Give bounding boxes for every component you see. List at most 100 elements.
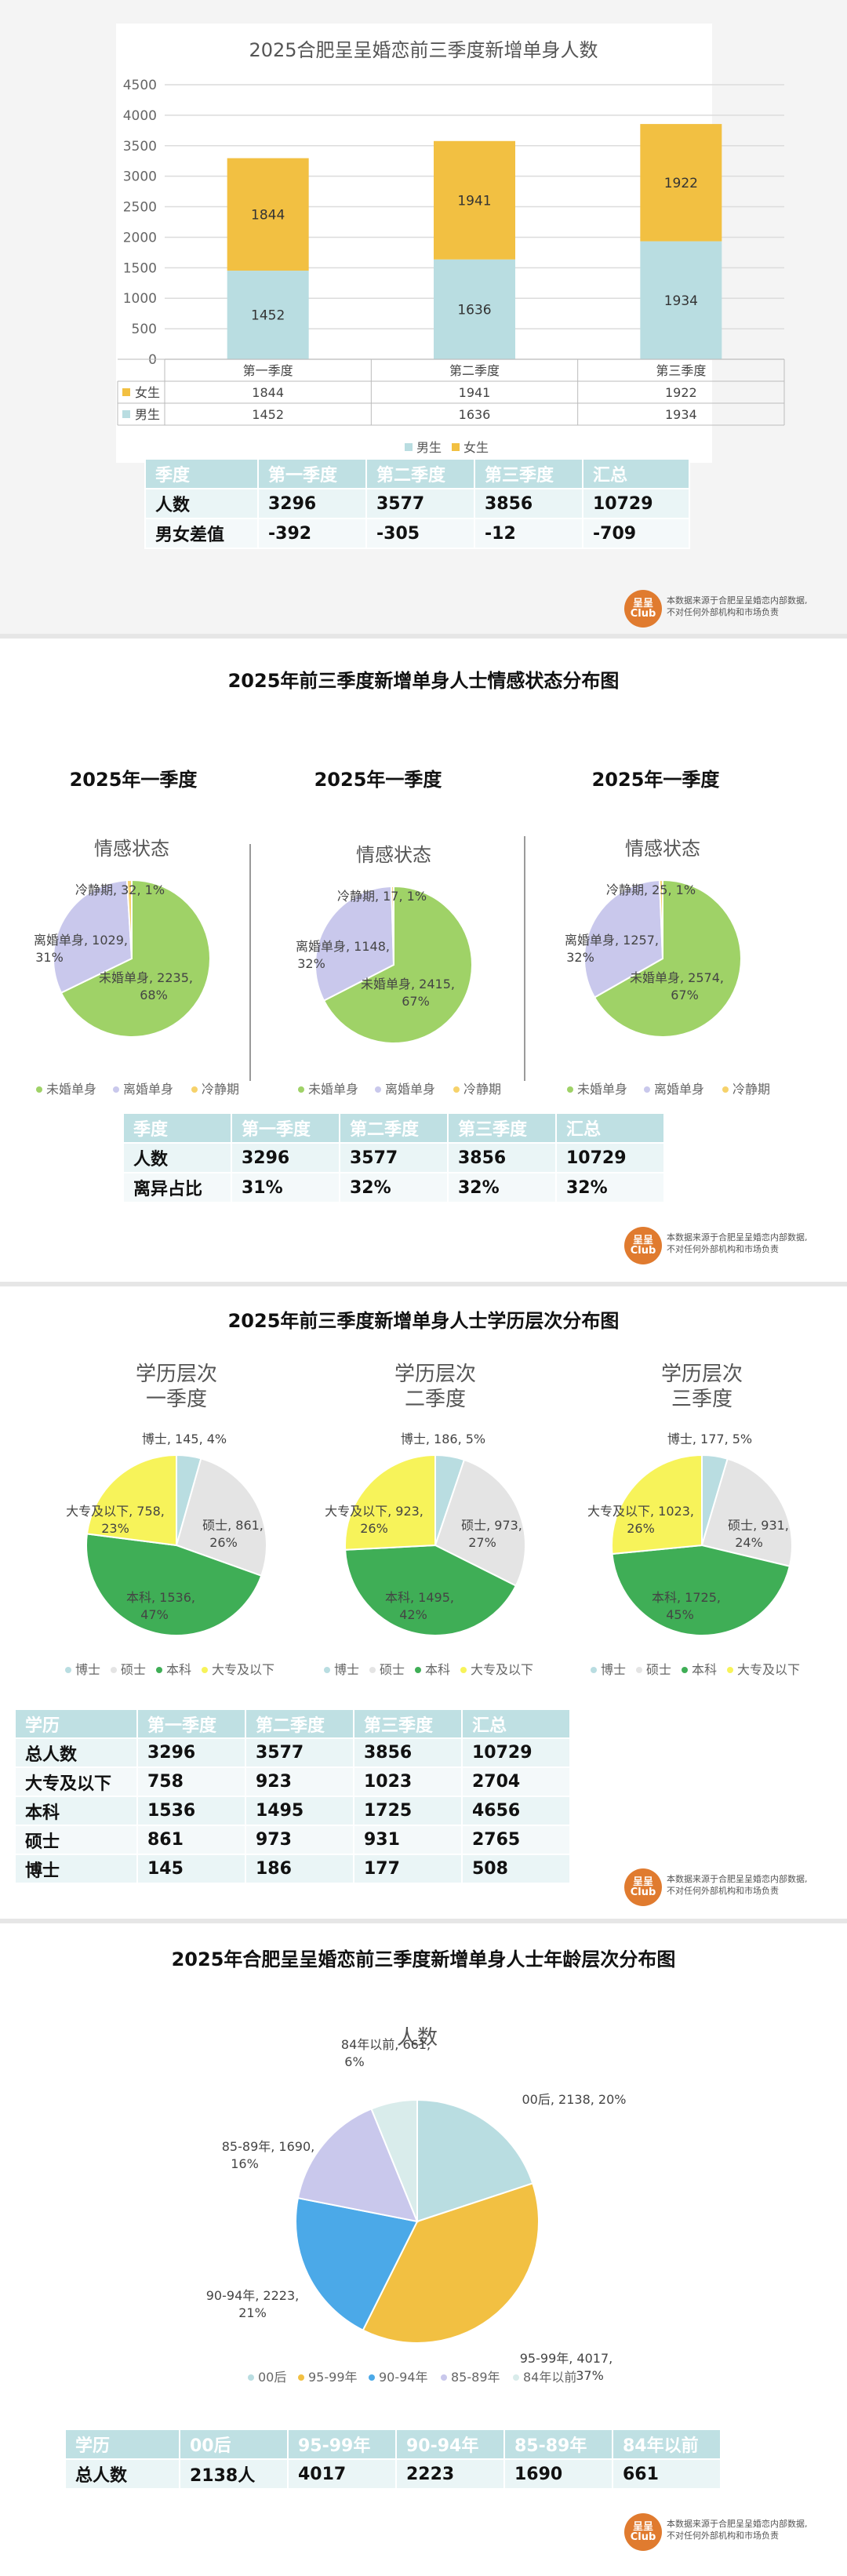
pie-title: 情感状态 [94,838,169,860]
legend-dot [248,2374,254,2381]
pie-data-label: 本科, 1725, 45% [652,1590,721,1622]
table-row: 本科 1536 1495 1725 4656 [14,1796,571,1826]
table-cell: -392 [257,518,367,549]
legend-dot [441,2374,447,2381]
source-note: 本数据来源于合肥呈呈婚恋内部数据, 不对任何外部机构和市场负责 [667,595,808,617]
chart-panel [116,24,712,463]
x-category-label: 第二季度 [449,363,500,378]
table-cell: 2138人 [179,2458,289,2490]
table-row-label: 女生 [135,385,160,400]
legend-swatch [122,410,130,418]
pie-data-label: 大专及以下, 923, 26% [325,1504,424,1536]
legend-dot [513,2374,519,2381]
divider-line [524,836,525,1081]
pie-data-label: 博士, 145, 4% [142,1432,227,1446]
table-cell: 1941 [459,385,491,400]
table-cell: 硕士 [14,1825,138,1855]
pie-slice [175,1457,267,1577]
pie-data-label: 博士, 177, 5% [667,1432,752,1446]
y-tick-label: 2500 [123,200,157,216]
pie-data-label: 90-94年, 2223, 21% [206,2288,299,2320]
table-header-cell: 学历 [64,2429,180,2460]
table-cell: 1725 [353,1796,463,1826]
legend-dot [113,1086,119,1093]
bar-segment [434,140,515,260]
table-row: 人数 3296 3577 3856 10729 [122,1142,665,1173]
table-cell: 3856 [474,488,583,519]
club-logo-icon: 呈呈 Club [624,1868,662,1906]
table-cell: -12 [474,518,583,549]
legend-dot [298,1086,304,1093]
legend-label: 90-94年 [379,2370,428,2385]
section-divider [0,1282,847,1286]
pie-data-label: 未婚单身, 2415, 67% [361,977,455,1009]
table-cell: 人数 [122,1142,232,1173]
table-cell: 31% [231,1172,340,1203]
legend-dot [644,1086,650,1093]
pie-data-label: 大专及以下, 1023, 26% [587,1504,694,1536]
legend-dot [202,1667,208,1673]
legend-swatch [405,443,413,451]
y-tick-label: 3000 [123,169,157,185]
table-cell: 3577 [365,488,475,519]
table-header-cell: 季度 [144,458,259,489]
source-note: 本数据来源于合肥呈呈婚恋内部数据, 不对任何外部机构和市场负责 [667,1232,808,1254]
table-header-row: 季度 第一季度 第二季度 第三季度 汇总 [144,458,690,489]
table-row: 男女差值 -392 -305 -12 -709 [144,518,690,549]
table-cell: 508 [461,1854,571,1884]
legend-dot [156,1667,162,1673]
table-cell: 177 [353,1854,463,1884]
legend-label: 冷静期 [732,1082,770,1097]
legend-label: 离婚单身 [123,1082,173,1097]
pie-data-label: 未婚单身, 2574, 67% [630,970,724,1002]
bar-data-label: 1941 [457,193,491,209]
table-cell: 3856 [447,1142,557,1173]
table-row: 博士 145 186 177 508 [14,1854,571,1884]
legend-label: 未婚单身 [308,1082,358,1097]
legend-dot [636,1667,642,1673]
legend-label: 离婚单身 [654,1082,704,1097]
legend-label: 本科 [166,1662,191,1677]
pie-slice [53,879,133,994]
chart-title: 2025合肥呈呈婚恋前三季度新增单身人数 [249,39,598,61]
section-title: 2025年前三季度新增单身人士学历层次分布图 [227,1310,620,1332]
legend-label: 大专及以下 [212,1662,274,1677]
y-tick-label: 4000 [123,108,157,124]
table-cell: 1495 [245,1796,354,1826]
bar-data-label: 1636 [457,302,491,318]
pie-data-label: 硕士, 861, 26% [202,1518,264,1550]
table-cell: 4017 [287,2458,397,2490]
section-title: 2025年合肥呈呈婚恋前三季度新增单身人士年龄层次分布图 [171,1948,676,1970]
y-tick-label: 4500 [123,78,157,93]
table-row: 硕士 861 973 931 2765 [14,1825,571,1855]
table-cell: 32% [555,1172,665,1203]
pie-slice [583,879,664,999]
club-logo-icon: 呈呈 Club [624,1227,662,1264]
y-tick-label: 3500 [123,139,157,155]
pie-slice [700,1457,793,1567]
legend-label: 硕士 [380,1662,405,1677]
table-cell: 1023 [353,1766,463,1797]
table-cell: 3296 [231,1142,340,1173]
legend-label: 博士 [334,1662,359,1677]
legend-label: 冷静期 [202,1082,239,1097]
pie-data-label: 硕士, 931, 24% [728,1518,789,1550]
legend-label: 00后 [258,2370,286,2385]
table-cell: 2704 [461,1766,571,1797]
table-cell: 大专及以下 [14,1766,138,1797]
table-header-cell: 第二季度 [245,1708,354,1739]
bar-segment [640,241,722,359]
club-logo-icon: 呈呈 Club [624,2513,662,2551]
table-header-cell: 第二季度 [365,458,475,489]
pie-data-label: 硕士, 973, 27% [461,1518,522,1550]
table-cell: 离异占比 [122,1172,232,1203]
bar-data-label: 1844 [251,207,285,223]
section-relationship-status: 2025年前三季度新增单身人士情感状态分布图 2025年一季度 2025年一季度… [0,639,847,1282]
legend-dot [567,1086,573,1093]
legend-label: 硕士 [646,1662,671,1677]
y-tick-label: 500 [132,322,157,337]
table-row: 总人数 3296 3577 3856 10729 [14,1737,571,1768]
legend-label: 博士 [75,1662,100,1677]
legend-dot [111,1667,117,1673]
